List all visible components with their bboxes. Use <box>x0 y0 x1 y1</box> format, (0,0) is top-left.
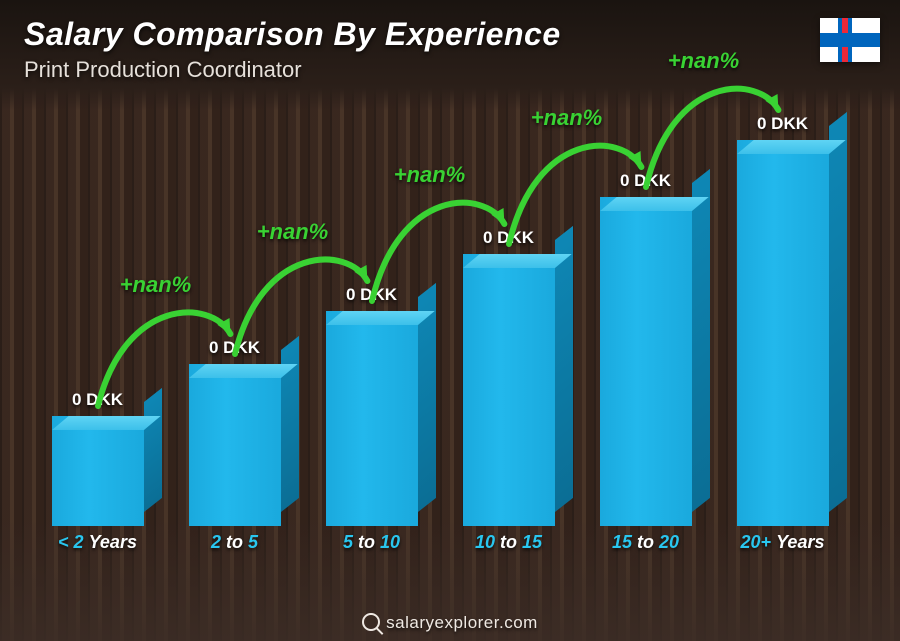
infographic-stage: Salary Comparison By Experience Print Pr… <box>0 0 900 641</box>
footer: salaryexplorer.com <box>0 613 900 633</box>
bar-column: 0 DKK <box>584 171 707 526</box>
bars-container: 0 DKK0 DKK0 DKK0 DKK0 DKK0 DKK <box>30 120 850 526</box>
x-axis-label: 20+ Years <box>721 532 844 566</box>
bar-value-label: 0 DKK <box>209 338 260 358</box>
bar-value-label: 0 DKK <box>483 228 534 248</box>
bar-value-label: 0 DKK <box>72 390 123 410</box>
page-subtitle: Print Production Coordinator <box>24 57 810 83</box>
bar <box>52 416 144 526</box>
bar-value-label: 0 DKK <box>346 285 397 305</box>
bar <box>600 197 692 526</box>
x-axis: < 2 Years 2 to 5 5 to 10 10 to 15 15 to 20 20… <box>30 532 850 566</box>
flag-faroe-islands <box>820 18 880 62</box>
page-title: Salary Comparison By Experience <box>24 16 810 53</box>
bar-value-label: 0 DKK <box>757 114 808 134</box>
footer-text: salaryexplorer.com <box>386 613 538 632</box>
x-axis-label: < 2 Years <box>36 532 159 566</box>
bar-column: 0 DKK <box>36 390 159 526</box>
x-axis-label: 15 to 20 <box>584 532 707 566</box>
bar <box>463 254 555 526</box>
bar-column: 0 DKK <box>721 114 844 526</box>
header: Salary Comparison By Experience Print Pr… <box>24 16 810 83</box>
bar-column: 0 DKK <box>310 285 433 526</box>
x-axis-label: 5 to 10 <box>310 532 433 566</box>
search-icon <box>362 613 380 631</box>
x-axis-label: 10 to 15 <box>447 532 570 566</box>
bar-chart: 0 DKK0 DKK0 DKK0 DKK0 DKK0 DKK < 2 Years… <box>30 120 850 566</box>
bar-column: 0 DKK <box>447 228 570 526</box>
bar <box>189 364 281 526</box>
bar <box>737 140 829 526</box>
x-axis-label: 2 to 5 <box>173 532 296 566</box>
bar-value-label: 0 DKK <box>620 171 671 191</box>
bar <box>326 311 418 526</box>
bar-column: 0 DKK <box>173 338 296 526</box>
